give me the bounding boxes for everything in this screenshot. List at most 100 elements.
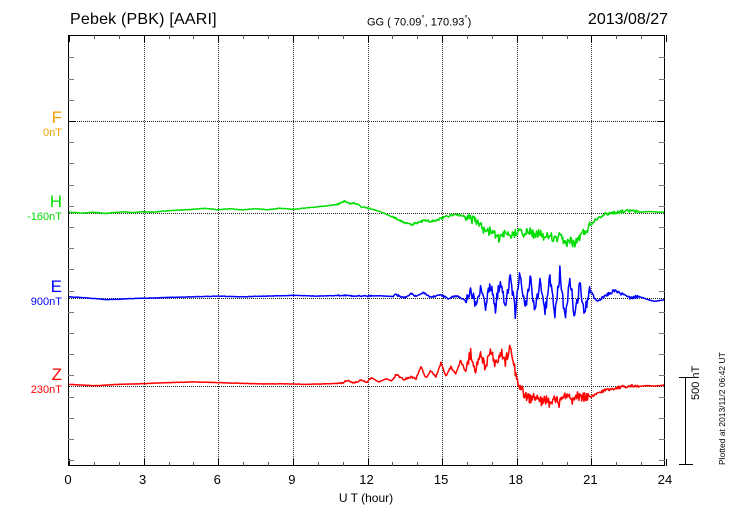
x-tick-minor [342,35,344,39]
x-tick-minor [467,462,468,466]
x-tick-minor [193,462,195,466]
grid-line-vertical [218,36,220,465]
y-tick-minor [68,185,74,186]
x-tick-major [666,459,667,466]
x-tick-major [442,459,444,466]
y-tick-major [68,121,76,122]
y-tick-minor [68,397,74,398]
y-tick-minor [68,163,74,164]
x-tick-minor [392,462,394,466]
y-tick-minor [68,354,74,355]
x-tick-minor [168,462,170,466]
y-tick-minor [659,79,665,80]
observation-date: 2013/08/27 [587,11,668,28]
component-value-z: 230nT [30,384,62,396]
y-tick-minor [68,57,74,58]
grid-line-vertical [591,36,593,465]
y-tick-minor [659,354,665,355]
geographic-coordinates: GG ( 70.09°, 170.93°) [367,14,471,29]
x-tick-minor [193,35,195,39]
trace-z [69,344,664,408]
y-tick-minor [659,185,665,186]
component-value-e: 900nT [30,296,62,308]
y-tick-minor [68,418,74,419]
x-tick-label: 6 [213,472,221,487]
x-tick-minor [541,35,543,39]
x-tick-minor [317,462,319,466]
y-tick-minor [68,79,74,80]
y-tick-minor [68,439,74,440]
scale-bar-label: 500 nT [690,365,702,400]
geo-prefix: GG ( 70.09 [367,16,422,29]
x-tick-major [218,35,220,42]
y-tick-minor [68,375,74,376]
x-tick-major [591,35,593,42]
y-tick-minor [659,460,665,461]
plot-inner [69,36,664,465]
y-tick-minor [659,333,665,334]
x-tick-minor [491,35,493,39]
scale-bar-stem [685,377,686,465]
x-tick-major [292,459,294,466]
x-tick-minor [417,462,419,466]
component-letter-f: F [51,108,62,127]
grid-line-vertical [516,36,518,465]
x-tick-label: 12 [359,472,374,487]
baseline-h [69,213,664,214]
x-tick-minor [268,35,269,39]
grid-line-vertical [442,36,444,465]
x-tick-minor [616,35,618,39]
x-tick-label: 24 [657,472,673,487]
x-tick-label: 18 [508,472,523,487]
x-tick-minor [392,35,394,39]
geo-suffix: ) [467,16,472,29]
y-tick-minor [659,418,665,419]
x-tick-major [367,35,369,42]
trace-layer [69,199,664,408]
y-tick-minor [68,460,74,461]
component-label-h: H -160nT [6,193,62,224]
baseline-f [69,121,664,122]
x-tick-label: 3 [139,472,147,487]
y-tick-minor [659,375,665,376]
x-tick-minor [342,462,344,466]
y-tick-minor [659,227,665,228]
y-tick-minor [68,142,74,143]
y-tick-minor [659,142,665,143]
magnetogram-plot [68,35,667,466]
x-tick-minor [417,35,419,39]
component-letter-z: Z [51,365,62,384]
geo-mid: , 170.93 [424,16,465,29]
trace-e [69,265,664,320]
x-tick-minor [243,462,245,466]
grid-line-vertical [367,36,369,465]
x-tick-minor [168,35,170,39]
x-tick-minor [317,35,319,39]
degree-symbol-lon: ° [464,14,468,23]
x-tick-minor [118,35,120,39]
x-tick-major [143,35,145,42]
y-tick-minor [659,439,665,440]
component-letter-h: H [49,192,62,211]
x-tick-label: 15 [433,472,449,487]
x-tick-minor [616,462,618,466]
x-tick-minor [541,462,543,466]
x-tick-minor [491,462,493,466]
x-tick-minor [118,462,120,466]
x-tick-major [292,35,294,42]
y-tick-minor [68,291,74,292]
x-tick-major [69,35,70,42]
grid-line-vertical [292,36,294,465]
y-tick-minor [659,291,665,292]
trace-h [69,199,664,248]
y-tick-minor [659,206,665,207]
baseline-z [69,386,664,387]
page-title: Pebek (PBK) [AARI] [70,11,217,28]
x-tick-major [367,459,369,466]
y-tick-minor [68,312,74,313]
y-tick-minor [68,227,74,228]
x-tick-minor [467,35,468,39]
x-tick-label: 0 [64,472,72,487]
degree-symbol-lat: ° [421,14,425,23]
